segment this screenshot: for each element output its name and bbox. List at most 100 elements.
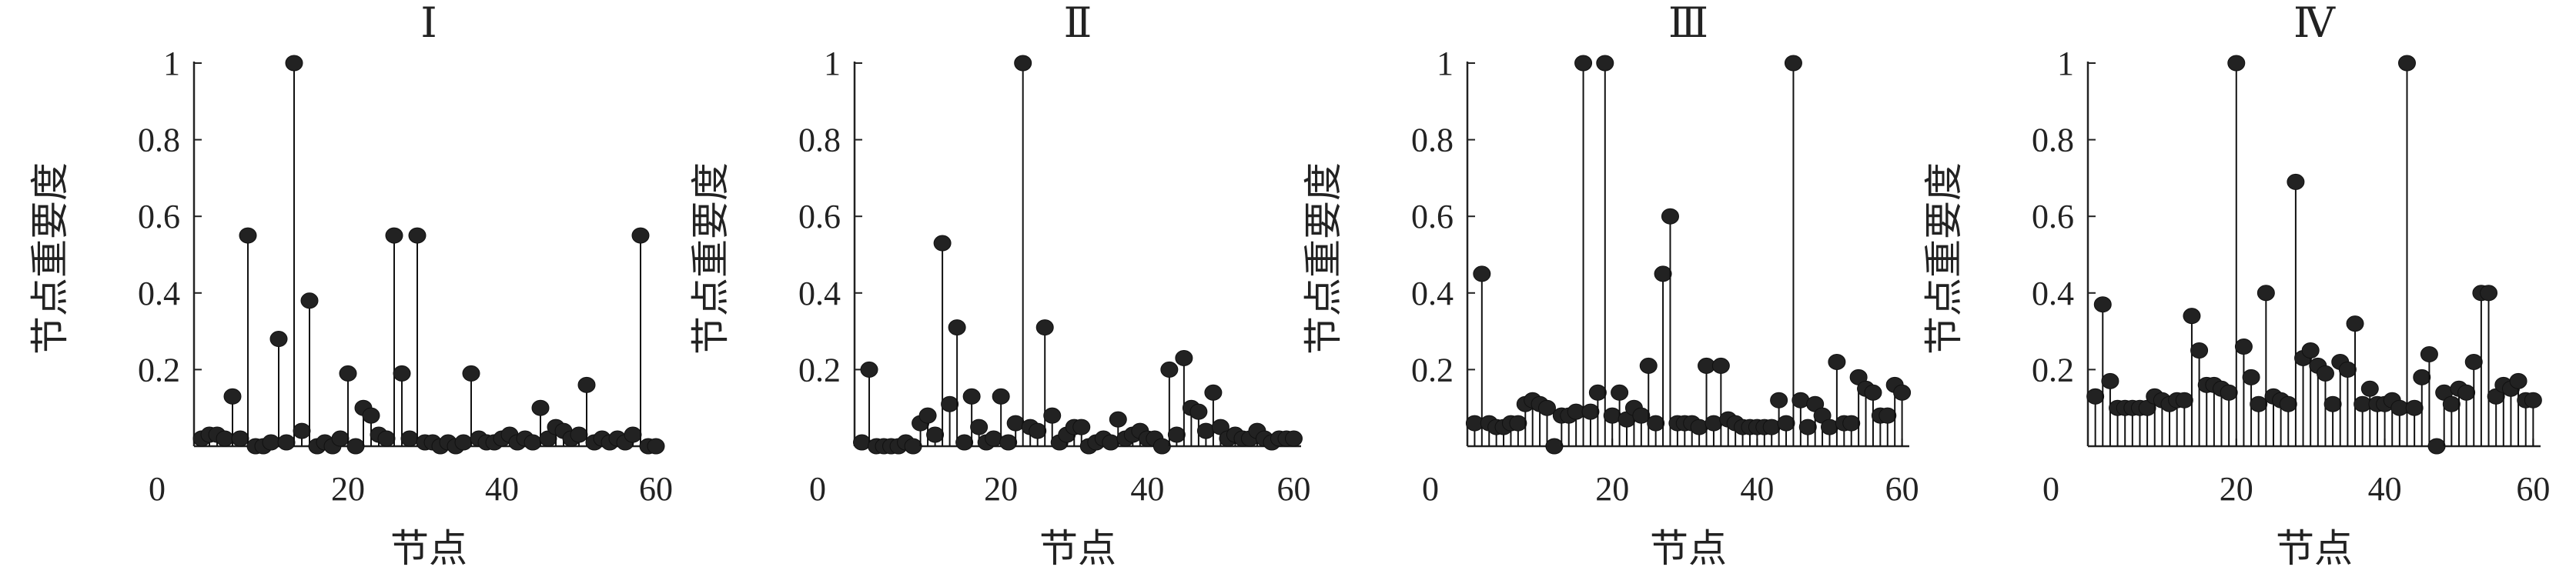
data-point xyxy=(2227,55,2246,72)
data-point xyxy=(1798,419,1817,435)
data-point xyxy=(2234,339,2253,355)
y-axis-label: 节点重要度 xyxy=(688,162,733,355)
data-point xyxy=(1574,55,1593,72)
x-axis-label: 节点 xyxy=(2276,526,2353,571)
data-point xyxy=(331,430,350,447)
y-axis-label: 节点重要度 xyxy=(1301,162,1346,355)
data-point xyxy=(1167,426,1186,443)
data-point xyxy=(2086,388,2105,405)
y-tick-label: 0.4 xyxy=(798,275,841,312)
data-point xyxy=(941,395,959,412)
data-point xyxy=(2413,369,2431,385)
data-point xyxy=(948,319,966,336)
data-point xyxy=(1204,384,1223,401)
chart-panel-2: Ⅱ 0.2 0.4 0.6 0.8 1 0 20 40 60 节点 节点重要度 xyxy=(688,0,1310,571)
data-point xyxy=(853,434,871,451)
y-tick-label: 0.4 xyxy=(138,275,180,312)
data-point xyxy=(624,426,642,443)
data-point xyxy=(1196,422,1215,439)
data-point xyxy=(2316,365,2334,382)
data-point xyxy=(860,361,878,378)
y-tick-label: 0.2 xyxy=(2032,351,2074,389)
data-point xyxy=(1581,403,1600,420)
data-point xyxy=(385,227,403,244)
data-point xyxy=(346,438,365,455)
y-tick-label: 0.8 xyxy=(2032,122,2074,159)
data-point xyxy=(2457,384,2476,401)
data-point xyxy=(1035,319,1054,336)
data-point xyxy=(904,438,922,455)
data-point xyxy=(277,434,296,451)
y-tick-label: 1 xyxy=(1437,45,1454,82)
data-point xyxy=(955,434,974,451)
data-point xyxy=(1784,55,1802,72)
data-point xyxy=(2220,384,2238,401)
data-point xyxy=(1770,392,1788,409)
data-point xyxy=(2427,438,2446,455)
data-point xyxy=(1654,265,1672,282)
data-point xyxy=(2190,342,2209,359)
data-point xyxy=(2257,285,2275,302)
chart-panel-4: Ⅳ 0.2 0.4 0.6 0.8 1 0 20 40 60 节点 节点重要度 xyxy=(1922,0,2550,571)
data-point xyxy=(1284,430,1303,447)
data-point xyxy=(2397,55,2416,72)
x-tick-label: 0 xyxy=(2042,470,2059,508)
data-point xyxy=(1509,415,1527,432)
chart-title: Ⅲ xyxy=(1668,0,1708,46)
chart-title: Ⅱ xyxy=(1064,0,1092,46)
data-point xyxy=(926,426,945,443)
x-tick-label: 40 xyxy=(2368,470,2402,508)
data-point xyxy=(1189,403,1208,420)
data-point xyxy=(631,227,650,244)
data-point xyxy=(1014,55,1032,72)
data-point xyxy=(400,430,419,447)
data-point xyxy=(1864,384,1882,401)
data-point xyxy=(970,419,989,435)
data-point xyxy=(2354,395,2372,412)
data-point xyxy=(2093,296,2112,313)
y-tick-label: 0.2 xyxy=(138,351,180,389)
data-point xyxy=(269,331,288,348)
x-tick-label: 40 xyxy=(485,470,519,508)
y-tick-label: 1 xyxy=(2057,45,2074,82)
y-tick-label: 1 xyxy=(824,45,841,82)
x-tick-label: 40 xyxy=(1740,470,1774,508)
data-point xyxy=(1878,407,1897,424)
data-point xyxy=(985,430,1003,447)
data-point xyxy=(2464,353,2483,370)
y-tick-label: 0.4 xyxy=(2032,275,2074,312)
x-tick-label: 40 xyxy=(1130,470,1164,508)
data-point xyxy=(216,430,234,447)
x-tick-label: 20 xyxy=(984,470,1018,508)
x-axis-label: 节点 xyxy=(1039,526,1116,571)
data-point xyxy=(1102,434,1120,451)
data-point xyxy=(570,426,588,443)
data-point xyxy=(2175,392,2193,409)
data-point xyxy=(1842,415,1861,432)
x-tick-label: 60 xyxy=(1276,470,1310,508)
chart-panel-3: Ⅲ 0.2 0.4 0.6 0.8 1 0 20 40 60 节点 节点重要度 xyxy=(1301,0,1919,571)
data-point xyxy=(1647,415,1665,432)
data-point xyxy=(577,376,596,393)
x-tick-label: 0 xyxy=(1422,470,1439,508)
data-point xyxy=(231,430,249,447)
data-point xyxy=(999,434,1018,451)
y-tick-label: 0.2 xyxy=(798,351,841,389)
data-point xyxy=(2242,369,2260,385)
data-point xyxy=(239,227,257,244)
data-point xyxy=(2101,372,2119,389)
data-point xyxy=(531,399,550,416)
data-point xyxy=(1611,384,1629,401)
data-point xyxy=(2509,372,2527,389)
x-tick-label: 60 xyxy=(1885,470,1919,508)
data-point xyxy=(2390,399,2409,416)
data-point xyxy=(2338,361,2357,378)
data-point xyxy=(2301,342,2320,359)
y-tick-label: 0.8 xyxy=(798,122,841,159)
data-point xyxy=(1545,438,1564,455)
x-tick-label: 60 xyxy=(2516,470,2550,508)
x-axis-label: 节点 xyxy=(390,526,467,571)
data-point xyxy=(462,365,480,382)
data-point xyxy=(1828,353,1846,370)
x-tick-label: 0 xyxy=(809,470,826,508)
